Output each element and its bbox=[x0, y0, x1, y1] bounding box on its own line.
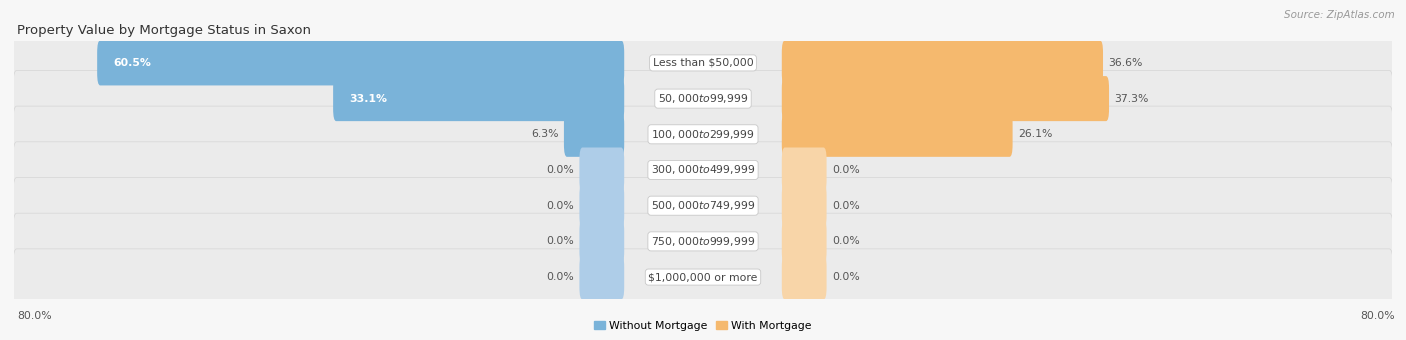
Text: 60.5%: 60.5% bbox=[112, 58, 150, 68]
Text: 0.0%: 0.0% bbox=[832, 236, 860, 246]
Text: 6.3%: 6.3% bbox=[531, 129, 558, 139]
Text: 80.0%: 80.0% bbox=[1360, 311, 1395, 321]
FancyBboxPatch shape bbox=[782, 76, 1109, 121]
FancyBboxPatch shape bbox=[782, 219, 827, 264]
Text: $100,000 to $299,999: $100,000 to $299,999 bbox=[651, 128, 755, 141]
FancyBboxPatch shape bbox=[13, 106, 1393, 163]
Text: 0.0%: 0.0% bbox=[546, 272, 574, 282]
Text: 0.0%: 0.0% bbox=[546, 165, 574, 175]
FancyBboxPatch shape bbox=[13, 177, 1393, 234]
Text: $300,000 to $499,999: $300,000 to $499,999 bbox=[651, 164, 755, 176]
Legend: Without Mortgage, With Mortgage: Without Mortgage, With Mortgage bbox=[589, 317, 817, 335]
FancyBboxPatch shape bbox=[579, 183, 624, 228]
FancyBboxPatch shape bbox=[782, 112, 1012, 157]
Text: $500,000 to $749,999: $500,000 to $749,999 bbox=[651, 199, 755, 212]
FancyBboxPatch shape bbox=[13, 142, 1393, 198]
FancyBboxPatch shape bbox=[13, 213, 1393, 270]
FancyBboxPatch shape bbox=[782, 148, 827, 192]
FancyBboxPatch shape bbox=[13, 249, 1393, 305]
Text: 0.0%: 0.0% bbox=[546, 236, 574, 246]
Text: 36.6%: 36.6% bbox=[1108, 58, 1143, 68]
Text: $750,000 to $999,999: $750,000 to $999,999 bbox=[651, 235, 755, 248]
FancyBboxPatch shape bbox=[333, 76, 624, 121]
Text: 0.0%: 0.0% bbox=[546, 201, 574, 211]
Text: 37.3%: 37.3% bbox=[1115, 94, 1149, 104]
Text: Less than $50,000: Less than $50,000 bbox=[652, 58, 754, 68]
FancyBboxPatch shape bbox=[564, 112, 624, 157]
Text: 33.1%: 33.1% bbox=[349, 94, 387, 104]
FancyBboxPatch shape bbox=[579, 219, 624, 264]
Text: 26.1%: 26.1% bbox=[1018, 129, 1053, 139]
FancyBboxPatch shape bbox=[13, 35, 1393, 91]
FancyBboxPatch shape bbox=[782, 40, 1104, 85]
FancyBboxPatch shape bbox=[579, 148, 624, 192]
FancyBboxPatch shape bbox=[579, 255, 624, 300]
Text: 0.0%: 0.0% bbox=[832, 165, 860, 175]
Text: 0.0%: 0.0% bbox=[832, 201, 860, 211]
FancyBboxPatch shape bbox=[97, 40, 624, 85]
Text: Source: ZipAtlas.com: Source: ZipAtlas.com bbox=[1284, 10, 1395, 20]
Text: $1,000,000 or more: $1,000,000 or more bbox=[648, 272, 758, 282]
Text: $50,000 to $99,999: $50,000 to $99,999 bbox=[658, 92, 748, 105]
Text: Property Value by Mortgage Status in Saxon: Property Value by Mortgage Status in Sax… bbox=[17, 24, 311, 37]
Text: 80.0%: 80.0% bbox=[17, 311, 52, 321]
FancyBboxPatch shape bbox=[782, 183, 827, 228]
Text: 0.0%: 0.0% bbox=[832, 272, 860, 282]
FancyBboxPatch shape bbox=[782, 255, 827, 300]
FancyBboxPatch shape bbox=[13, 70, 1393, 127]
